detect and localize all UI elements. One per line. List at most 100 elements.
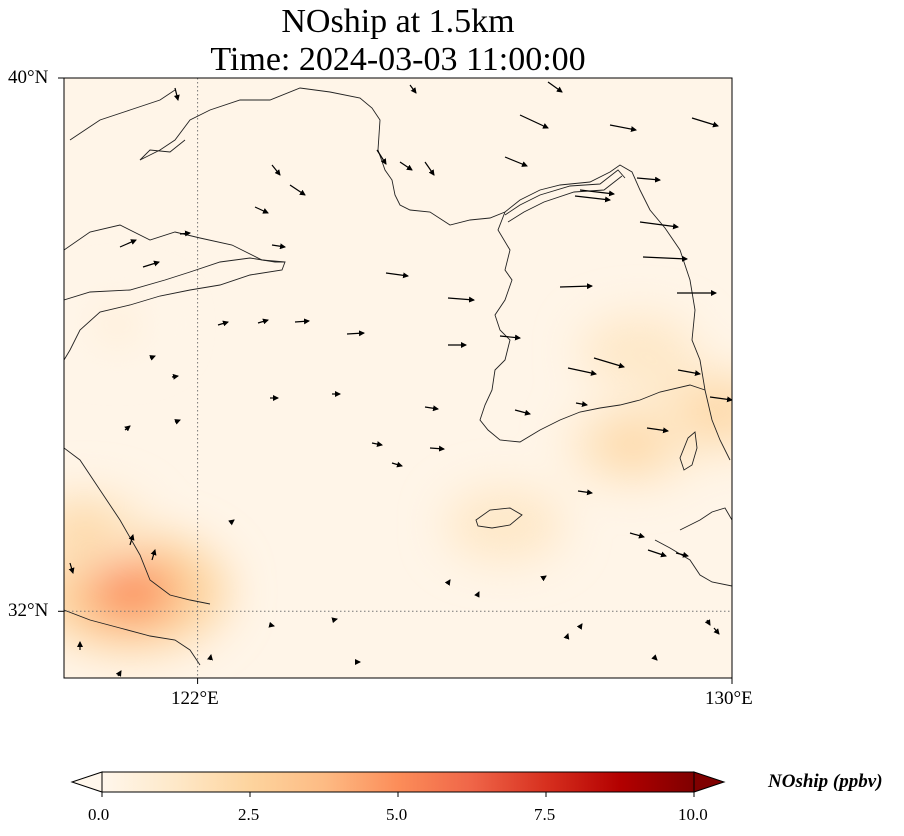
- wind-arrow: [646, 427, 669, 434]
- wind-arrow: [294, 318, 310, 325]
- lat-label-32N: 32°N: [8, 600, 49, 621]
- wind-arrow: [268, 621, 275, 628]
- wind-arrow: [289, 184, 306, 196]
- wind-arrow: [207, 654, 213, 661]
- wind-vectors: [68, 81, 732, 677]
- wind-arrow: [574, 195, 611, 203]
- wind-arrow: [371, 441, 383, 447]
- wind-arrow: [563, 633, 570, 640]
- colorbar-tick-label: 0.0: [88, 805, 110, 824]
- wind-arrow: [575, 401, 588, 408]
- wind-arrow: [579, 189, 615, 197]
- wind-arrow: [636, 176, 661, 183]
- map-frame: [63, 77, 733, 679]
- colorbar-label: NOship (ppbv): [768, 771, 883, 792]
- lat-label-40N: 40°N: [8, 67, 49, 88]
- wind-arrow: [217, 320, 229, 327]
- colorbar-tick-label: 5.0: [386, 805, 408, 824]
- wind-arrow: [675, 551, 689, 558]
- coast-yangtze-delta: [64, 447, 211, 666]
- coast-mainland-north: [64, 224, 286, 263]
- wind-arrow: [514, 409, 531, 416]
- wind-arrow: [331, 617, 338, 624]
- lon-label-122E: 122°E: [171, 688, 219, 709]
- wind-arrow: [228, 519, 235, 526]
- colorbar-extend-max: [693, 771, 726, 793]
- wind-arrow: [540, 575, 547, 582]
- colorbar: [70, 771, 726, 797]
- wind-arrow: [704, 619, 711, 626]
- axis-ticks: [58, 77, 733, 684]
- gridlines: [64, 78, 732, 678]
- wind-arrow: [577, 489, 593, 496]
- concentration-hotspot-core: [685, 389, 732, 434]
- wind-arrow: [504, 156, 528, 167]
- wind-arrow: [547, 81, 563, 93]
- wind-arrow: [271, 164, 281, 176]
- wind-arrow: [642, 255, 688, 262]
- colorbar-body: [102, 772, 694, 792]
- wind-arrow: [651, 654, 658, 661]
- wind-arrow: [444, 579, 451, 586]
- coast-bohai: [69, 89, 186, 161]
- wind-arrow: [709, 396, 732, 403]
- wind-arrow: [257, 318, 269, 325]
- wind-arrow: [409, 84, 417, 94]
- wind-arrow: [609, 124, 637, 133]
- wind-arrow: [346, 330, 365, 337]
- map-title: NOship at 1.5km: [281, 3, 515, 40]
- wind-arrow: [173, 87, 180, 101]
- coast-yalu-rails: [504, 169, 626, 223]
- wind-arrow: [115, 670, 122, 677]
- wind-arrow: [271, 243, 286, 250]
- wind-arrow: [559, 283, 593, 290]
- coast-kyushu: [654, 507, 732, 587]
- map-subtitle-time: Time: 2024-03-03 11:00:00: [210, 41, 586, 78]
- coast-jeju: [475, 507, 523, 529]
- map-panel: [64, 78, 732, 678]
- coast-tsushima: [679, 431, 698, 471]
- concentration-hotspot-core: [477, 506, 533, 544]
- wind-arrow: [593, 357, 625, 369]
- wind-arrow: [447, 296, 475, 303]
- concentration-hotspot-core: [64, 511, 115, 552]
- wind-arrow: [567, 367, 597, 376]
- concentration-hotspot-core: [601, 424, 662, 465]
- wind-arrow: [385, 272, 409, 279]
- wind-arrow: [171, 373, 179, 380]
- concentration-hotspot-core: [94, 309, 141, 340]
- wind-arrow: [254, 206, 269, 214]
- colorbar-tick-label: 10.0: [678, 805, 708, 824]
- wind-arrow: [576, 623, 583, 630]
- wind-arrow: [647, 549, 667, 558]
- wind-arrow: [68, 562, 75, 574]
- concentration-hotspot-core: [611, 333, 666, 370]
- concentration-hotspot-core: [85, 561, 176, 622]
- wind-arrow: [499, 334, 521, 341]
- colorbar-tick-label: 2.5: [238, 805, 260, 824]
- coast-liaodong: [139, 87, 731, 461]
- wind-arrow: [713, 627, 720, 635]
- colorbar-tick-label: 7.5: [534, 805, 556, 824]
- wind-arrow: [150, 549, 157, 561]
- wind-arrow: [519, 114, 549, 129]
- coast-shandong: [64, 257, 286, 361]
- colorbar-extend-min: [70, 771, 103, 793]
- wind-arrow: [142, 260, 160, 268]
- lon-label-130E: 130°E: [705, 688, 753, 709]
- wind-arrow: [429, 445, 445, 452]
- wind-arrow: [424, 405, 439, 412]
- wind-arrow: [376, 149, 387, 165]
- wind-arrow: [629, 532, 645, 539]
- wind-arrow: [119, 239, 137, 248]
- coast-korea-west: [479, 211, 706, 443]
- concentration-field: [64, 294, 732, 652]
- wind-arrow: [149, 355, 156, 361]
- wind-arrow: [639, 221, 679, 230]
- wind-arrow: [179, 230, 191, 237]
- wind-arrow: [124, 425, 131, 432]
- wind-arrow: [391, 461, 403, 468]
- wind-arrow: [474, 591, 480, 598]
- coastlines: [64, 87, 732, 666]
